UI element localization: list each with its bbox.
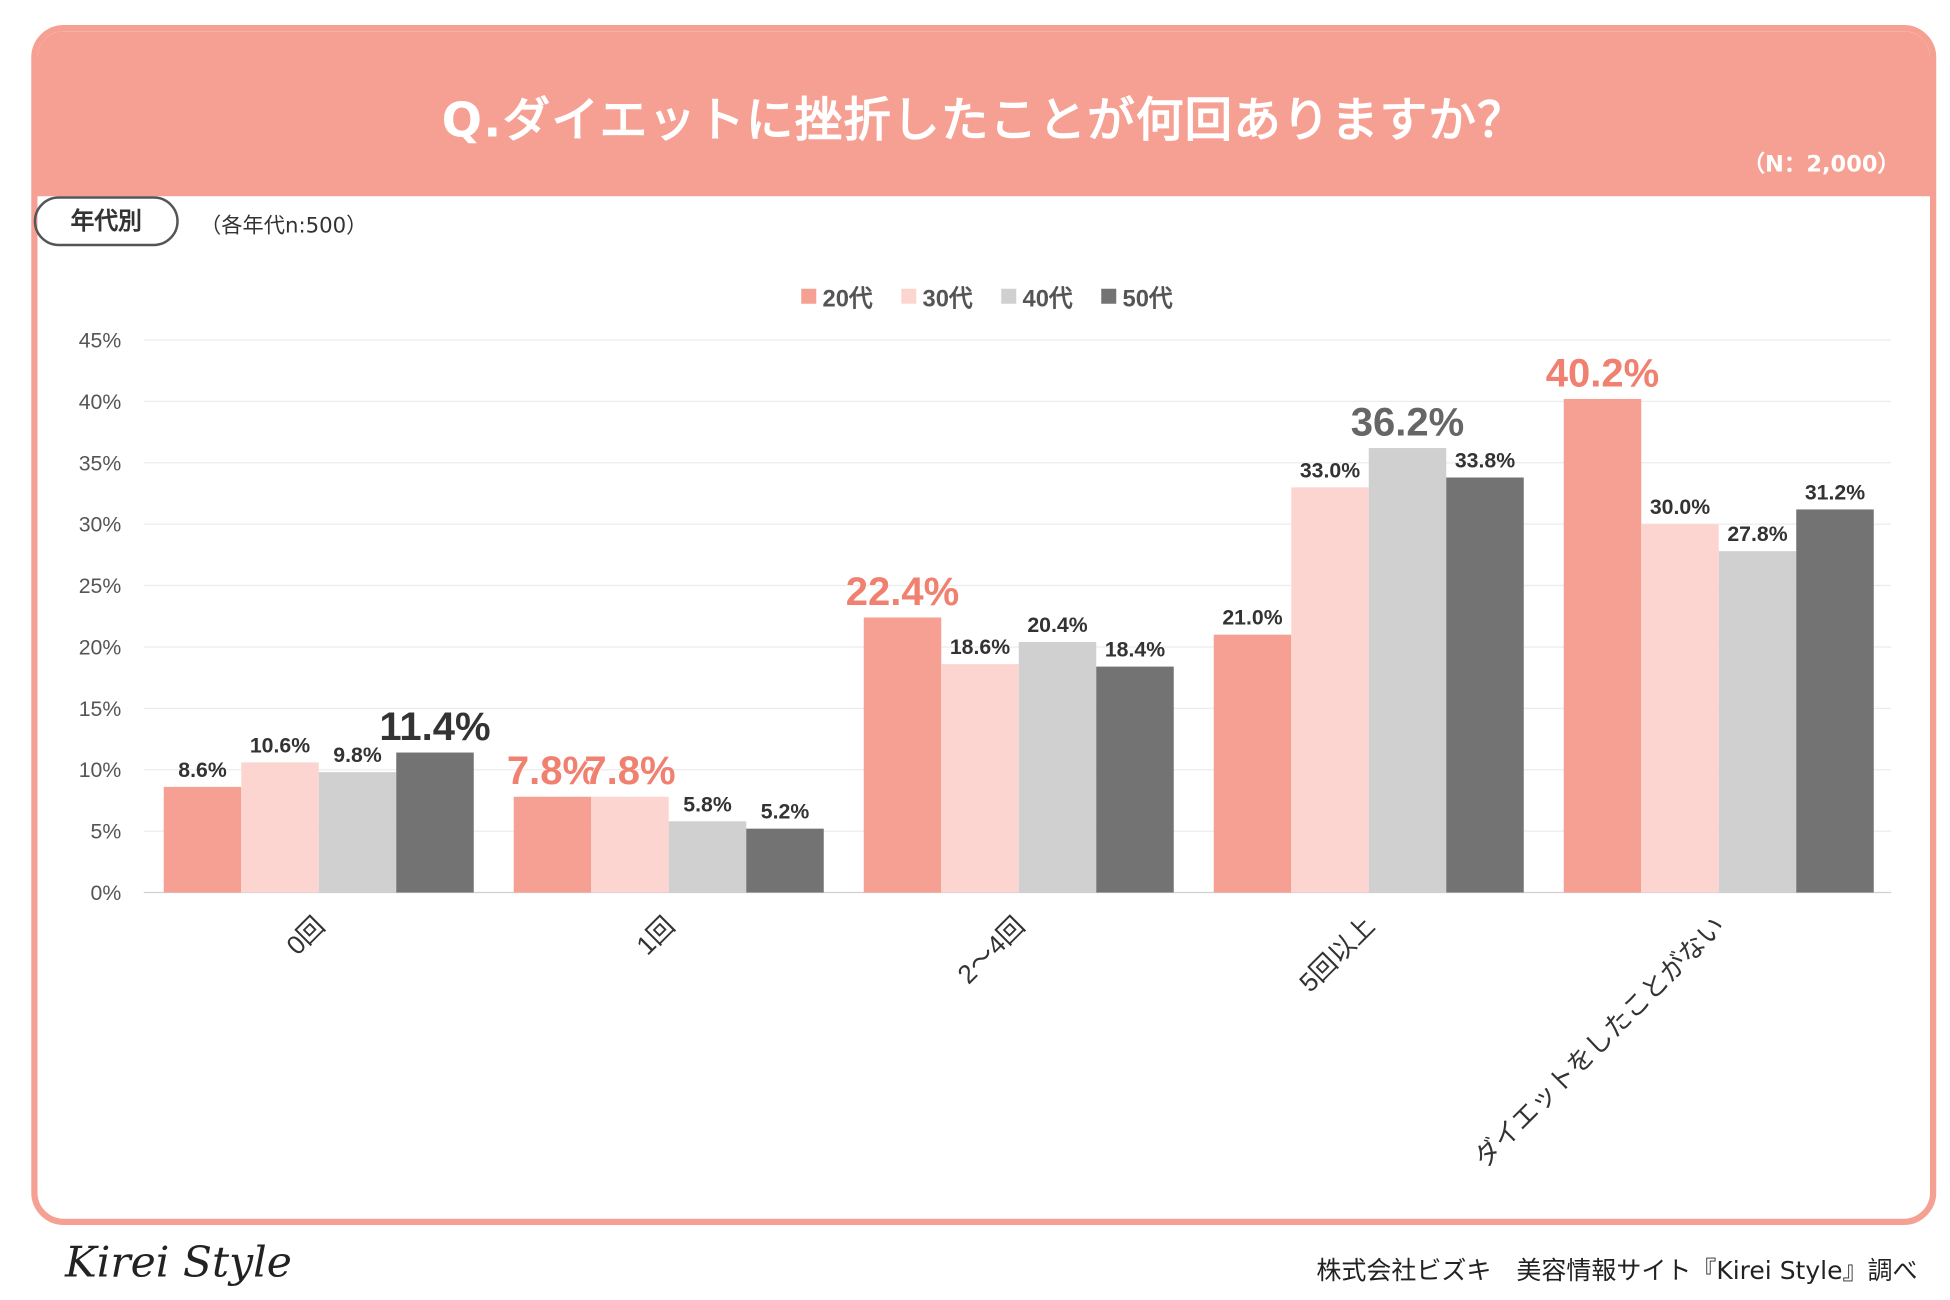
bar	[863, 617, 942, 893]
data-label: 10.6%	[250, 733, 310, 757]
data-label: 9.8%	[333, 743, 382, 767]
bar	[1018, 642, 1097, 893]
source-credit: 株式会社ビズキ 美容情報サイト『Kirei Style』調べ	[1316, 1255, 1918, 1285]
data-label: 22.4%	[846, 570, 959, 614]
data-label: 33.0%	[1300, 458, 1360, 482]
data-label: 7.8%	[584, 749, 675, 793]
bar	[941, 664, 1019, 893]
legend-swatch	[801, 288, 817, 304]
data-label: 21.0%	[1222, 606, 1282, 630]
bar	[1641, 524, 1719, 893]
data-label: 40.2%	[1546, 351, 1659, 395]
x-tick-label: 2～4回	[952, 911, 1031, 990]
data-label: 8.6%	[178, 758, 227, 782]
y-tick-label: 30%	[79, 513, 122, 537]
segment-badge: 年代別	[33, 196, 179, 247]
y-tick-label: 40%	[79, 390, 122, 414]
bar	[1796, 509, 1874, 893]
bar	[1563, 398, 1642, 893]
segment-note: （各年代n:500）	[200, 213, 368, 239]
y-tick-label: 20%	[79, 635, 122, 659]
legend-label: 30代	[923, 285, 973, 312]
bar	[163, 786, 242, 893]
bar	[668, 821, 747, 893]
bar	[746, 828, 824, 893]
data-label: 5.8%	[683, 792, 732, 816]
bar	[1446, 477, 1524, 893]
legend-swatch	[1001, 288, 1017, 304]
data-label: 20.4%	[1027, 613, 1087, 637]
legend-label: 40代	[1023, 285, 1073, 312]
bar	[1718, 551, 1797, 893]
x-tick-label: 5回以上	[1293, 911, 1380, 998]
data-label: 7.8%	[507, 749, 598, 793]
y-tick-label: 15%	[79, 697, 122, 721]
y-tick-label: 35%	[79, 451, 122, 475]
bar	[1291, 487, 1369, 893]
data-label: 18.4%	[1105, 638, 1165, 662]
bar	[591, 796, 669, 893]
bar	[513, 796, 592, 893]
data-label: 36.2%	[1351, 401, 1464, 445]
data-label: 30.0%	[1650, 495, 1710, 519]
x-tick-label: 1回	[630, 911, 680, 961]
legend-swatch	[901, 288, 917, 304]
y-tick-label: 5%	[91, 820, 122, 844]
data-label: 5.2%	[761, 800, 810, 824]
data-label: 18.6%	[950, 635, 1010, 659]
bar	[1096, 666, 1174, 893]
brand-logo: Kirei Style	[65, 1237, 292, 1288]
y-tick-label: 25%	[79, 574, 122, 598]
legend-swatch	[1101, 288, 1117, 304]
legend-label: 20代	[823, 285, 873, 312]
bar	[1213, 634, 1292, 893]
bar	[241, 762, 319, 893]
data-label: 33.8%	[1455, 449, 1515, 473]
y-tick-label: 45%	[79, 329, 122, 353]
bar	[1368, 448, 1447, 893]
x-tick-label: 0回	[280, 911, 330, 961]
y-tick-label: 0%	[91, 881, 122, 905]
bar	[396, 752, 474, 893]
sample-size: （N：2,000）	[1742, 151, 1901, 178]
header-banner: Q.ダイエットに挫折したことが何回ありますか？ （N：2,000）	[37, 31, 1930, 197]
data-label: 11.4%	[379, 705, 490, 749]
legend-label: 50代	[1123, 285, 1173, 312]
data-label: 27.8%	[1727, 522, 1787, 546]
bar	[318, 772, 397, 893]
data-label: 31.2%	[1805, 480, 1865, 504]
x-tick-label: ダイエットをしたことがない	[1468, 911, 1730, 1173]
chart-title: Q.ダイエットに挫折したことが何回ありますか？	[441, 92, 1526, 148]
y-tick-label: 10%	[79, 758, 122, 782]
